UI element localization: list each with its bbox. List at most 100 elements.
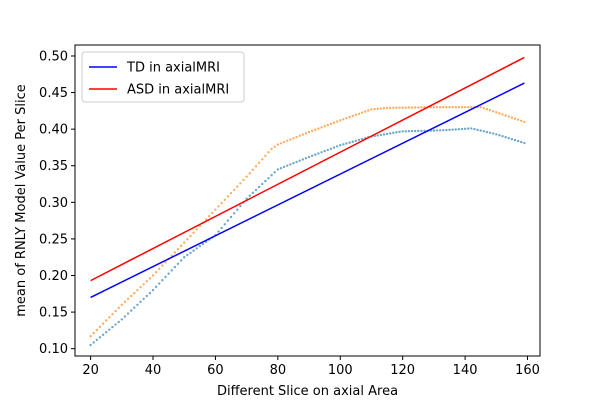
y-tick-label: 0.10 <box>39 342 68 357</box>
scatter-point <box>479 106 482 109</box>
scatter-point <box>448 106 451 109</box>
scatter-point <box>295 135 298 139</box>
scatter-point <box>101 322 105 325</box>
scatter-point <box>507 136 510 140</box>
scatter-point <box>438 129 442 132</box>
scatter-point <box>410 129 414 133</box>
scatter-point <box>151 274 155 277</box>
scatter-point <box>432 106 436 109</box>
scatter-point <box>92 341 95 344</box>
scatter-point <box>195 247 198 250</box>
y-tick-label: 0.25 <box>39 232 68 247</box>
scatter-point <box>348 115 351 119</box>
scatter-point <box>136 303 139 306</box>
scatter-point <box>342 143 345 146</box>
scatter-point <box>307 130 311 134</box>
scatter-point <box>267 176 270 180</box>
scatter-point <box>407 106 411 109</box>
scatter-point <box>445 106 448 109</box>
scatter-point <box>476 128 479 132</box>
scatter-point <box>126 297 130 301</box>
scatter-point <box>105 319 108 322</box>
scatter-point <box>286 139 289 142</box>
scatter-point <box>410 106 414 109</box>
scatter-point <box>248 194 251 197</box>
scatter-point <box>520 140 523 144</box>
scatter-point <box>370 108 373 111</box>
scatter-point <box>192 249 195 252</box>
scatter-point <box>348 141 351 144</box>
scatter-point <box>186 238 189 241</box>
scatter-point <box>373 107 376 111</box>
scatter-point <box>142 297 145 301</box>
scatter-point <box>354 113 358 117</box>
scatter-point <box>89 335 92 338</box>
legend: TD in axialMRI ASD in axialMRI <box>81 51 245 103</box>
scatter-point <box>136 288 139 292</box>
x-tick-label: 80 <box>270 363 287 378</box>
scatter-point <box>357 138 361 142</box>
scatter-point <box>133 291 136 295</box>
scatter-point <box>98 325 102 329</box>
scatter-point <box>516 139 520 143</box>
scatter-point <box>445 128 448 132</box>
y-axis-ticks: 0.10 0.15 0.20 0.25 0.30 0.35 0.40 0.45 0.50 <box>39 49 75 357</box>
scatter-point <box>232 188 236 192</box>
x-tick-label: 120 <box>390 363 415 378</box>
scatter-point <box>89 343 92 347</box>
scatter-point <box>401 130 404 133</box>
scatter-point <box>192 231 195 234</box>
scatter-point <box>460 106 464 109</box>
scatter-point <box>504 136 507 139</box>
x-tick-label: 60 <box>207 363 224 378</box>
scatter-point <box>236 185 239 188</box>
scatter-point <box>117 306 120 310</box>
scatter-point <box>354 139 358 143</box>
scatter-point <box>173 251 177 254</box>
scatter-point <box>226 219 230 222</box>
scatter-point <box>276 168 280 171</box>
scatter-point <box>123 315 127 318</box>
x-axis-ticks: 20 40 60 80 100 120 140 160 <box>82 356 540 378</box>
scatter-point <box>139 286 142 289</box>
scatter-point <box>142 283 145 286</box>
scatter-series-1 <box>89 106 526 338</box>
scatter-point <box>345 116 348 120</box>
scatter-point <box>432 129 436 132</box>
scatter-point <box>329 147 333 150</box>
scatter-point <box>198 245 202 248</box>
scatter-point <box>320 126 323 129</box>
scatter-point <box>307 155 311 159</box>
scatter-point <box>164 275 167 279</box>
scatter-point <box>326 148 329 152</box>
scatter-point <box>217 205 220 208</box>
scatter-point <box>139 300 142 304</box>
scatter-point <box>523 141 526 145</box>
scatter-point <box>385 106 389 110</box>
scatter-point <box>148 291 152 295</box>
scatter-point <box>183 256 186 259</box>
scatter-point <box>470 127 473 130</box>
scatter-point <box>108 328 111 331</box>
scatter-point <box>179 259 183 262</box>
scatter-point <box>248 172 251 175</box>
scatter-point <box>279 142 283 145</box>
scatter-point <box>392 106 395 110</box>
scatter-point <box>245 175 248 178</box>
scatter-point <box>320 151 323 154</box>
scatter-point <box>442 106 445 109</box>
scatter-point <box>401 106 404 109</box>
scatter-point <box>270 147 273 151</box>
scatter-point <box>460 127 464 131</box>
scatter-point <box>314 153 317 156</box>
scatter-point <box>413 106 417 109</box>
scatter-point <box>98 336 102 339</box>
x-tick-label: 40 <box>145 363 162 378</box>
regression-line-td <box>90 82 525 299</box>
scatter-point <box>161 264 164 267</box>
scatter-point <box>298 159 301 162</box>
scatter-point <box>173 265 177 269</box>
scatter-point <box>501 113 504 116</box>
scatter-point <box>111 313 114 316</box>
scatter-point <box>251 168 255 171</box>
